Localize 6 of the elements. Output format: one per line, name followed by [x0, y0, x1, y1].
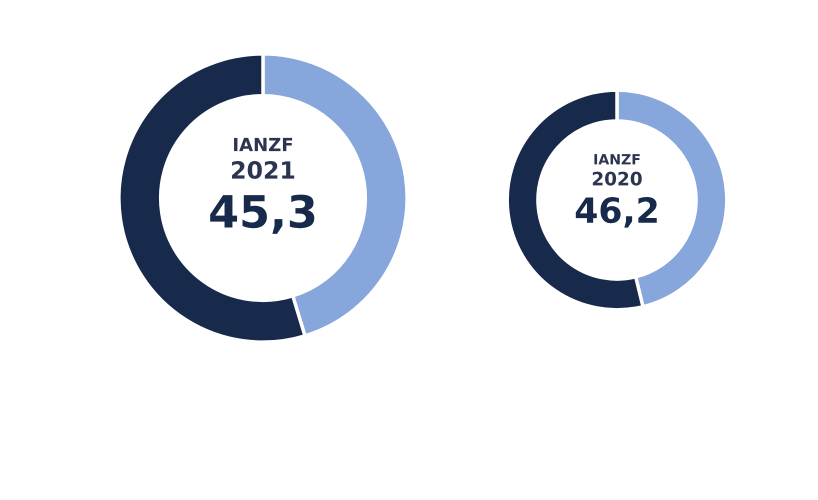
text: 45,3 [210, 194, 314, 234]
text: 46,2 [576, 197, 657, 228]
text: IANZF [234, 138, 292, 152]
text: IANZF [594, 154, 640, 164]
text: 2021 [232, 161, 294, 179]
text: 2020 [592, 172, 642, 186]
